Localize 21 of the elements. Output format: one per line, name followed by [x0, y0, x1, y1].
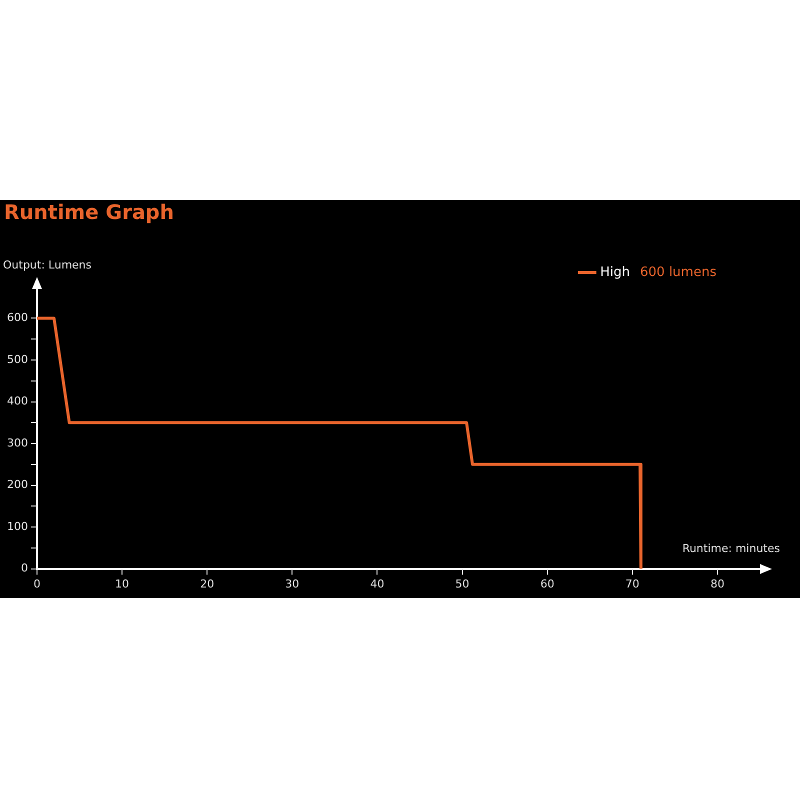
x-tick-label: 60	[540, 577, 554, 590]
legend-label: High	[600, 264, 630, 280]
y-tick-label: 300	[6, 436, 28, 450]
y-tick-label: 200	[6, 478, 28, 492]
x-tick-label: 40	[370, 577, 384, 590]
y-tick-label: 100	[6, 520, 28, 533]
y-tick-label: 400	[6, 394, 28, 408]
x-axis-title: Runtime: minutes	[682, 542, 780, 556]
chart-title: Runtime Graph	[4, 200, 174, 224]
y-axis-title: Output: Lumens	[2, 258, 92, 272]
y-tick-label: 600	[6, 311, 28, 324]
text: 600 lumens	[640, 264, 717, 280]
y-tick-label: 0	[20, 562, 28, 575]
y-tick-label: 500	[6, 352, 28, 366]
x-tick-label: 30	[285, 577, 300, 590]
x-tick-label: 0	[33, 577, 40, 590]
x-tick-label: 80	[710, 577, 724, 590]
x-tick-label: 20	[200, 577, 214, 590]
x-tick-label: 10	[115, 577, 130, 590]
x-tick-label: 50	[455, 577, 470, 590]
x-tick-label: 70	[625, 577, 640, 590]
